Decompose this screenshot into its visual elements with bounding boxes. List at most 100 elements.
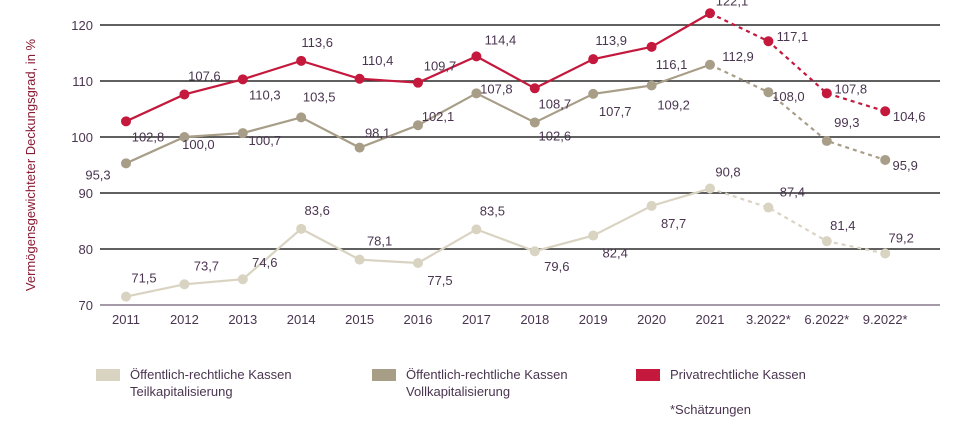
data-label: 102,6 bbox=[539, 128, 572, 143]
data-point bbox=[471, 51, 482, 62]
data-point bbox=[237, 274, 248, 285]
x-tick-label: 2012 bbox=[170, 312, 199, 327]
data-label: 79,6 bbox=[544, 259, 569, 274]
x-tick-label: 2021 bbox=[696, 312, 725, 327]
data-point bbox=[413, 258, 423, 268]
data-point bbox=[588, 54, 599, 65]
data-point bbox=[413, 77, 423, 88]
data-label: 90,8 bbox=[715, 165, 740, 180]
data-label: 113,9 bbox=[595, 33, 627, 48]
data-label: 74,6 bbox=[252, 255, 277, 270]
data-label: 87,4 bbox=[780, 185, 805, 200]
data-point bbox=[588, 230, 599, 241]
data-point bbox=[880, 154, 891, 165]
data-point bbox=[821, 135, 832, 146]
x-tick-label: 2018 bbox=[520, 312, 549, 327]
data-point bbox=[529, 117, 540, 128]
x-tick-label: 2020 bbox=[637, 312, 666, 327]
y-axis-label: Vermögensgewichteter Deckungsgrad, in % bbox=[23, 38, 38, 291]
data-point bbox=[705, 59, 715, 70]
data-label: 95,9 bbox=[893, 158, 918, 173]
data-label: 79,2 bbox=[889, 230, 914, 245]
data-point bbox=[529, 83, 540, 94]
data-point bbox=[705, 8, 715, 19]
data-label: 104,6 bbox=[893, 109, 926, 124]
data-label: 71,5 bbox=[131, 271, 156, 286]
data-point bbox=[296, 55, 307, 66]
data-point bbox=[763, 202, 774, 213]
data-point bbox=[529, 246, 540, 257]
data-label: 100,0 bbox=[182, 137, 215, 152]
data-label: 117,1 bbox=[777, 29, 809, 44]
x-tick-label: 2015 bbox=[345, 312, 374, 327]
data-label: 78,1 bbox=[367, 234, 392, 249]
legend-swatch bbox=[636, 369, 660, 381]
data-label: 99,3 bbox=[834, 115, 859, 130]
x-tick-label: 6.2022* bbox=[804, 312, 849, 327]
data-point bbox=[179, 279, 190, 290]
series-line bbox=[125, 187, 711, 298]
data-point bbox=[237, 128, 248, 139]
data-label: 110,3 bbox=[249, 87, 281, 102]
data-point bbox=[646, 41, 657, 52]
data-point bbox=[705, 183, 715, 194]
footnote: *Schätzungen bbox=[670, 402, 751, 417]
x-tick-label: 2011 bbox=[112, 312, 140, 327]
x-tick-label: 2019 bbox=[579, 312, 608, 327]
y-tick-label: 110 bbox=[72, 74, 93, 89]
data-point bbox=[821, 88, 832, 99]
legend-item-vollkapitalisierung: Öffentlich-rechtliche Kassen Vollkapital… bbox=[372, 366, 568, 400]
data-point bbox=[646, 200, 657, 211]
data-label: 82,4 bbox=[603, 246, 628, 261]
data-label: 122,1 bbox=[716, 0, 749, 8]
data-label: 77,5 bbox=[427, 273, 452, 288]
data-point bbox=[179, 132, 190, 142]
data-point bbox=[646, 80, 657, 91]
data-label: 108,7 bbox=[539, 96, 572, 111]
y-tick-label: 80 bbox=[79, 242, 93, 257]
data-point bbox=[121, 291, 131, 302]
y-tick-label: 120 bbox=[71, 18, 93, 33]
data-label: 83,6 bbox=[305, 203, 330, 218]
data-label: 107,8 bbox=[480, 81, 513, 96]
legend-label: Privatrechtliche Kassen bbox=[670, 367, 806, 382]
data-point bbox=[821, 236, 832, 247]
line-chart: 70 80 90 100 110 120 2011 2012 2013 2014 2015 2016 2… bbox=[23, 0, 940, 327]
data-label: 107,6 bbox=[188, 68, 221, 83]
legend-swatch bbox=[96, 369, 120, 381]
data-label: 114,4 bbox=[485, 32, 517, 47]
data-label: 83,5 bbox=[480, 203, 505, 218]
data-label: 73,7 bbox=[194, 258, 219, 273]
data-label: 100,7 bbox=[249, 133, 282, 148]
data-point bbox=[763, 87, 774, 98]
data-label: 102,8 bbox=[132, 129, 165, 144]
data-label: 112,9 bbox=[722, 49, 754, 64]
x-tick-label: 2017 bbox=[462, 312, 491, 327]
data-point bbox=[354, 254, 365, 265]
data-label: 102,1 bbox=[422, 109, 455, 124]
data-label: 116,1 bbox=[656, 57, 688, 72]
data-point bbox=[354, 73, 365, 84]
data-point bbox=[179, 89, 190, 100]
data-point bbox=[413, 120, 423, 131]
x-tick-label: 2016 bbox=[404, 312, 433, 327]
legend-label: Öffentlich-rechtliche Kassen bbox=[406, 367, 568, 382]
data-label: 107,7 bbox=[599, 104, 632, 119]
data-point bbox=[121, 158, 131, 169]
data-point bbox=[471, 88, 482, 99]
data-label: 107,8 bbox=[835, 81, 868, 96]
data-label: 98,1 bbox=[365, 126, 390, 141]
data-point bbox=[880, 106, 891, 117]
data-label: 109,2 bbox=[657, 97, 690, 112]
legend-item-teilkapitalisierung: Öffentlich-rechtliche Kassen Teilkapital… bbox=[96, 366, 292, 400]
data-label: 110,4 bbox=[362, 53, 394, 68]
legend-label: Öffentlich-rechtliche Kassen bbox=[130, 367, 292, 382]
data-point bbox=[237, 74, 248, 85]
data-point bbox=[588, 88, 599, 99]
legend-label-sub: Teilkapitalisierung bbox=[130, 384, 233, 399]
data-label: 108,0 bbox=[772, 89, 805, 104]
y-tick-label: 100 bbox=[71, 130, 93, 145]
data-label: 87,7 bbox=[661, 216, 686, 231]
data-label: 109,7 bbox=[424, 59, 457, 74]
data-point bbox=[121, 116, 131, 127]
